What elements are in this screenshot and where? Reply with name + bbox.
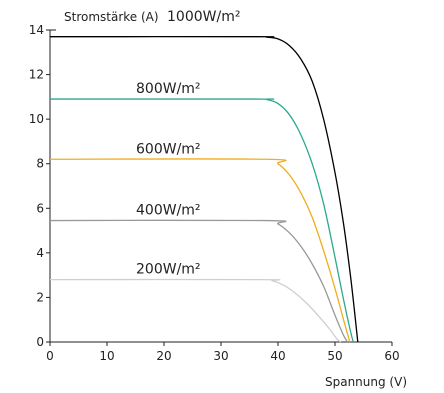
- x-axis-label: Spannung (V): [325, 375, 407, 389]
- y-tick-label: 12: [29, 68, 44, 82]
- x-tick-label: 0: [46, 349, 54, 363]
- series-line-1: [49, 98, 354, 343]
- series-line-4: [49, 278, 342, 343]
- series-label-2: 600W/m²: [136, 141, 201, 157]
- series-label-4: 200W/m²: [136, 262, 201, 278]
- y-tick-label: 2: [36, 290, 44, 304]
- y-axis-label: Stromstärke (A): [64, 10, 159, 24]
- y-tick-label: 10: [29, 112, 44, 126]
- series-label-3: 400W/m²: [136, 203, 201, 219]
- series-line-3: [49, 219, 349, 343]
- series-label-0: 1000W/m²: [167, 9, 240, 25]
- y-tick-label: 8: [36, 157, 44, 171]
- axes: [49, 29, 392, 343]
- x-tick-label: 30: [213, 349, 228, 363]
- y-tick-label: 4: [36, 246, 44, 260]
- ticks: 0 2 4 6 8 10 12 14 0 10 20 30 40 50 60: [29, 23, 400, 363]
- series-group: [49, 36, 359, 343]
- series-line-2: [49, 158, 351, 343]
- series-labels: 1000W/m² 800W/m² 600W/m² 400W/m² 200W/m²: [136, 9, 240, 278]
- series-line-0: [49, 36, 359, 343]
- y-tick-label: 14: [29, 23, 44, 37]
- x-tick-label: 60: [384, 349, 399, 363]
- y-tick-label: 6: [36, 201, 44, 215]
- x-tick-label: 50: [327, 349, 342, 363]
- y-tick-label: 0: [36, 335, 44, 349]
- series-label-1: 800W/m²: [136, 81, 201, 97]
- x-tick-label: 10: [99, 349, 114, 363]
- x-tick-label: 20: [156, 349, 171, 363]
- x-tick-label: 40: [270, 349, 285, 363]
